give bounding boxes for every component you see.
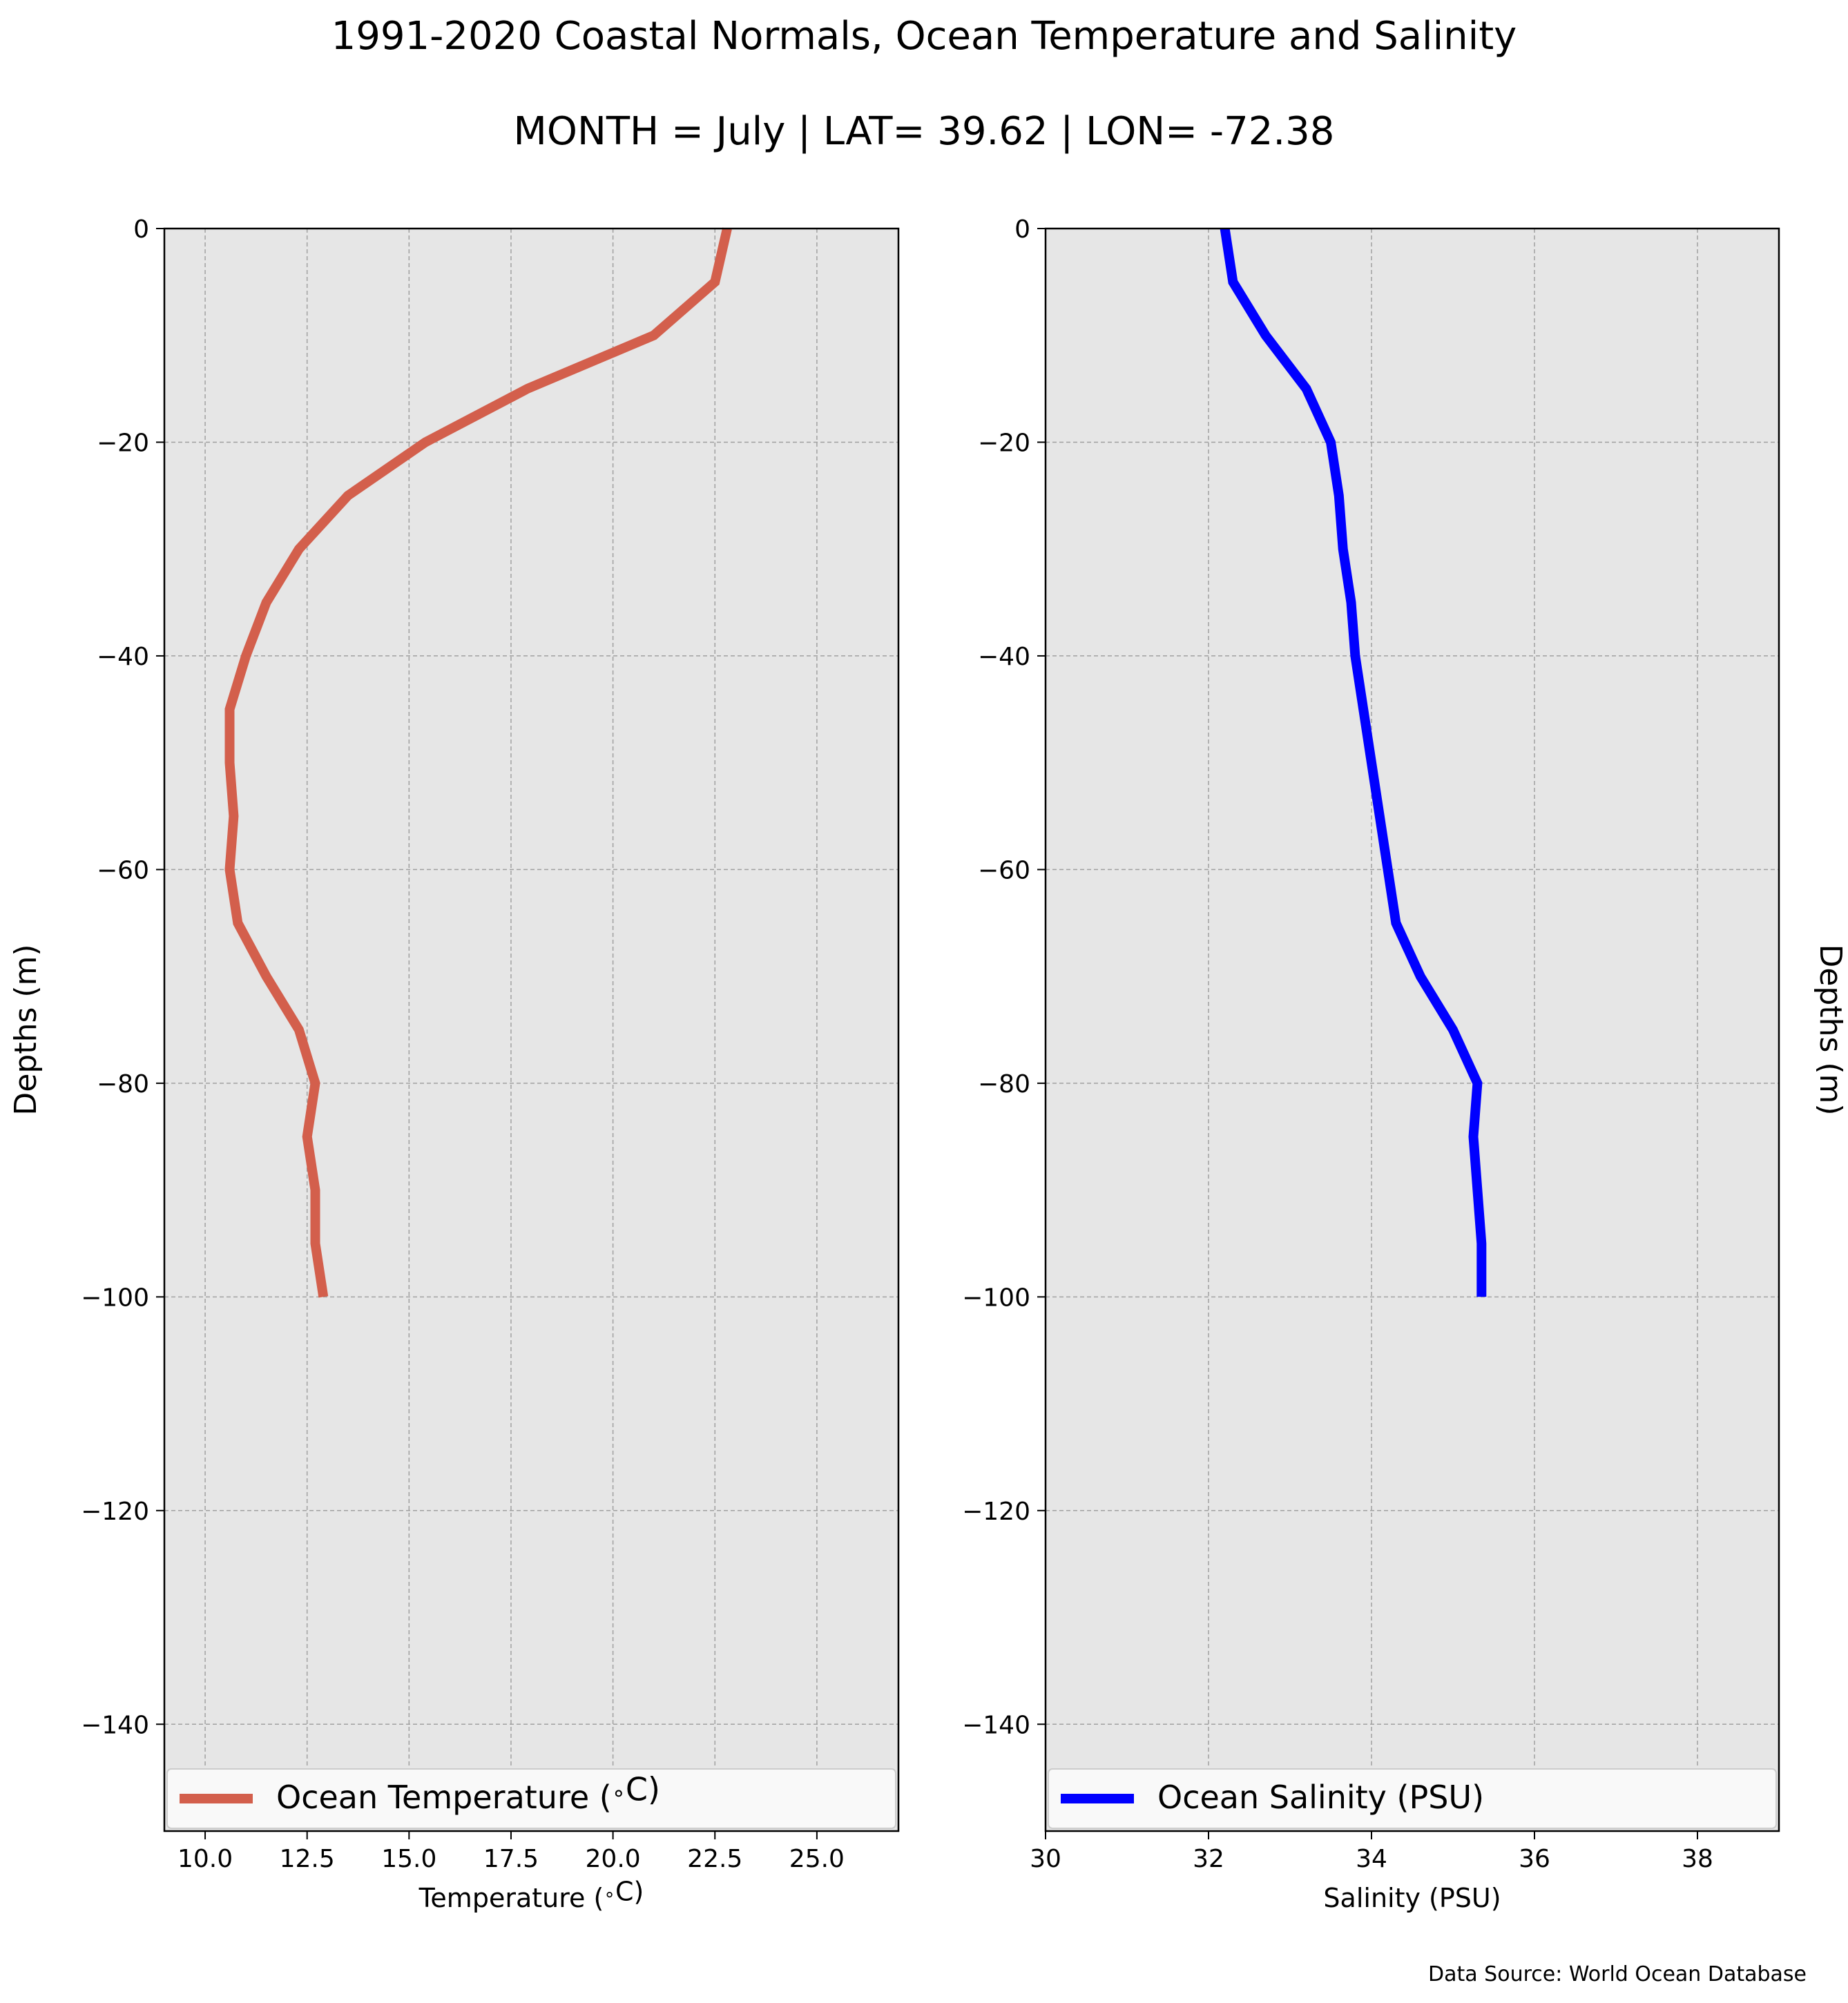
y-tick-label: 0 — [1014, 215, 1030, 244]
legend: Ocean Temperature (∘C) — [166, 1768, 896, 1829]
y-tick-label: −80 — [978, 1070, 1030, 1099]
chart-subtitle: MONTH = July | LAT= 39.62 | LON= -72.38 — [513, 109, 1335, 154]
axes-frame — [1044, 227, 1780, 1832]
chart-title: 1991-2020 Coastal Normals, Ocean Tempera… — [331, 14, 1517, 59]
x-tick-label: 30 — [1030, 1845, 1061, 1873]
legend-box — [166, 1768, 896, 1829]
y-tick-label: −80 — [97, 1070, 149, 1099]
plot-area — [164, 229, 898, 1831]
x-tick-label: 22.5 — [687, 1845, 742, 1873]
y-tick-label: −120 — [81, 1498, 149, 1526]
x-tick-label: 34 — [1356, 1845, 1387, 1873]
plot-area — [1046, 229, 1779, 1831]
axes-frame — [163, 227, 900, 1832]
y-tick-label: −40 — [978, 643, 1030, 671]
legend-label: Ocean Temperature (∘C) — [276, 1771, 660, 1816]
y-tick-label: −40 — [97, 643, 149, 671]
x-tick-label: 12.5 — [280, 1845, 335, 1873]
x-axis-label: Salinity (PSU) — [1323, 1883, 1501, 1913]
legend-box — [1048, 1768, 1777, 1829]
legend: Ocean Salinity (PSU) — [1048, 1768, 1777, 1829]
x-axis-label: Temperature (∘C) — [418, 1877, 644, 1913]
x-tick-label: 36 — [1519, 1845, 1550, 1873]
y-axis-label: Depths (m) — [1813, 944, 1848, 1115]
x-tick-label: 15.0 — [381, 1845, 436, 1873]
y-axis-label: Depths (m) — [8, 944, 44, 1115]
salinity-panel: 30 32 34 36 38 0 −20 −40 −60 −80 −100 −120 −140 Ocean… — [962, 215, 1848, 1913]
temperature-panel: 10.0 12.5 15.0 17.5 20.0 22.5 25.0 0 −20 −40 −60 −8… — [8, 215, 900, 1913]
y-tick-label: −100 — [962, 1284, 1030, 1312]
legend-label: Ocean Salinity (PSU) — [1157, 1779, 1484, 1816]
data-source-note: Data Source: World Ocean Database — [1428, 1962, 1807, 1986]
y-tick-label: 0 — [133, 215, 149, 244]
y-tick-label: −60 — [97, 856, 149, 884]
y-tick-label: −60 — [978, 856, 1030, 884]
x-tick-label: 32 — [1193, 1845, 1224, 1873]
x-tick-label: 25.0 — [789, 1845, 845, 1873]
x-tick-label: 20.0 — [586, 1845, 641, 1873]
y-tick-label: −20 — [97, 429, 149, 457]
y-tick-label: −20 — [978, 429, 1030, 457]
x-tick-label: 10.0 — [177, 1845, 233, 1873]
y-tick-label: −140 — [81, 1711, 149, 1739]
y-tick-label: −140 — [962, 1711, 1030, 1739]
x-tick-label: 17.5 — [483, 1845, 539, 1873]
y-tick-label: −120 — [962, 1498, 1030, 1526]
y-tick-label: −100 — [81, 1284, 149, 1312]
x-tick-label: 38 — [1682, 1845, 1713, 1873]
